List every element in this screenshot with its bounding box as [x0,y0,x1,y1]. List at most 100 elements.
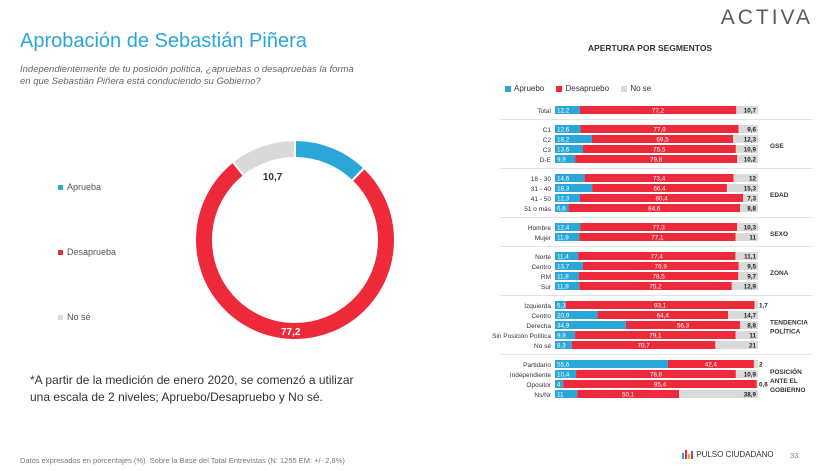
bar-data-label: 18,2 [557,137,570,144]
group-label: POLÍTICA [770,327,801,336]
page-number: 33 [790,451,799,460]
bar-segment-desapruebo [568,204,741,212]
legend-label: No se [630,84,652,93]
legend-item-nose: No sé [58,312,91,322]
bar-data-label: 9,9 [557,157,566,164]
bar-data-label: 11 [749,333,756,340]
donut-data-label: 10,7 [263,172,283,183]
bar-segment-nose [736,106,758,114]
bar-data-label: 10,9 [744,147,757,154]
bar-segment-desapruebo [597,311,729,319]
group-label: EDAD [770,192,789,199]
bar-data-label: 15,3 [744,186,757,193]
legend-item-desaprueba: Desaprueba [58,247,116,257]
bar-data-label: 6,6 [557,206,566,213]
bar-segment-apruebo [555,331,576,339]
bar-data-label: 8,3 [557,343,566,350]
bar-data-label: 10,9 [744,372,757,379]
bar-data-label: 13,7 [557,264,570,271]
bar-data-label: 12,3 [744,137,757,144]
row-label: Sin Posición Política [492,333,551,340]
row-label: Hombre [528,225,552,232]
bar-data-label: 78,5 [652,274,665,281]
legend-label: Aprueba [67,182,102,192]
row-label: Total [537,108,551,115]
bar-segment-apruebo [555,106,580,114]
legend-item-desapruebo: Desapruebo [556,84,609,93]
bar-data-label: 73,4 [653,176,666,183]
bar-segment-apruebo [555,223,581,231]
bar-segment-apruebo [555,341,572,349]
bar-data-label: 0,6 [759,382,768,389]
row-label: D-E [540,157,552,164]
bar-data-label: 8,8 [747,323,756,330]
bar-segment-desapruebo [579,106,737,114]
brand-logo: ACTIVA [720,6,813,29]
bar-data-label: 69,5 [656,137,669,144]
bar-segment-nose [728,311,758,319]
donut-slice-desaprueba [194,160,396,341]
bar-segment-desapruebo [579,194,744,202]
bar-segment-nose [737,223,758,231]
bar-data-label: 12,4 [557,225,570,232]
bar-segment-nose [735,145,758,153]
bar-segment-apruebo [555,155,576,163]
bar-data-label: 77,1 [651,235,664,242]
legend-swatch [58,315,63,321]
bar-data-label: 2 [759,362,763,369]
bar-data-label: 79,1 [649,333,662,340]
bar-data-label: 12 [749,176,757,183]
bar-segment-apruebo [555,272,579,280]
bar-data-label: 55,6 [557,362,570,369]
bar-segment-apruebo [555,380,564,388]
bar-data-label: 11,1 [744,254,756,261]
bar-segment-nose [754,301,758,309]
bar-segment-nose [735,331,758,339]
bar-segment-nose [735,370,758,378]
bar-data-label: 10,4 [557,372,570,379]
bar-segment-desapruebo [578,272,739,280]
bar-segment-desapruebo [592,184,727,192]
bar-segment-desapruebo [579,282,732,290]
bar-segment-apruebo [555,390,578,398]
bar-segment-nose [740,321,758,329]
legend-label: Desaprueba [67,247,117,257]
bar-segment-apruebo [555,174,585,182]
row-label: Opositor [526,382,551,389]
row-label: No sé [534,343,551,350]
bar-segment-apruebo [555,311,598,319]
bar-data-label: 21 [749,343,757,350]
bar-data-label: 11 [557,392,564,399]
donut-data-label: 12,2 [311,173,331,184]
row-label: 31 - 40 [531,186,552,193]
row-label: C1 [543,127,552,134]
bar-segment-apruebo [555,252,579,260]
bar-data-label: 9,6 [747,127,756,134]
bar-segment-desapruebo [575,155,738,163]
bar-segment-nose [735,252,758,260]
legend-label: No sé [67,312,91,322]
bar-segment-apruebo [555,301,566,309]
bar-segment-apruebo [555,321,626,329]
bar-segment-apruebo [555,262,583,270]
row-label: Ns/Nr [534,392,551,399]
bar-data-label: 64,4 [657,313,670,320]
bar-segment-apruebo [555,194,580,202]
bar-segment-desapruebo [563,380,757,388]
segments-stacked-bar-chart: Total 12,2 77,2 10,7 C1 12,6 77,9 9,6 C2 18,2 69,5… [492,106,813,399]
bar-data-label: 12,9 [744,284,757,291]
group-label: POSICIÓN [770,367,802,376]
bar-segment-desapruebo [582,145,736,153]
bar-segment-apruebo [555,184,593,192]
bar-segment-desapruebo [584,174,734,182]
bar-segment-nose [740,204,758,212]
bar-data-label: 9,9 [557,333,566,340]
question-text: Independientemente de tu posición políti… [20,64,354,87]
row-label: Centro [531,313,551,320]
bar-segment-nose [733,135,758,143]
bar-data-label: 93,1 [654,303,667,310]
bar-segment-desapruebo [625,321,741,329]
bar-segment-apruebo [555,204,569,212]
bar-segment-nose [753,360,758,368]
bar-segment-desapruebo [667,360,754,368]
